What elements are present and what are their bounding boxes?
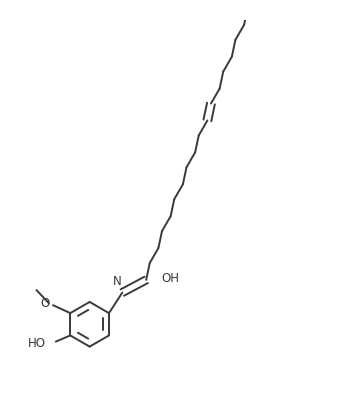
Text: O: O (40, 297, 50, 310)
Text: N: N (113, 275, 122, 288)
Text: HO: HO (28, 337, 46, 350)
Text: OH: OH (161, 272, 179, 284)
